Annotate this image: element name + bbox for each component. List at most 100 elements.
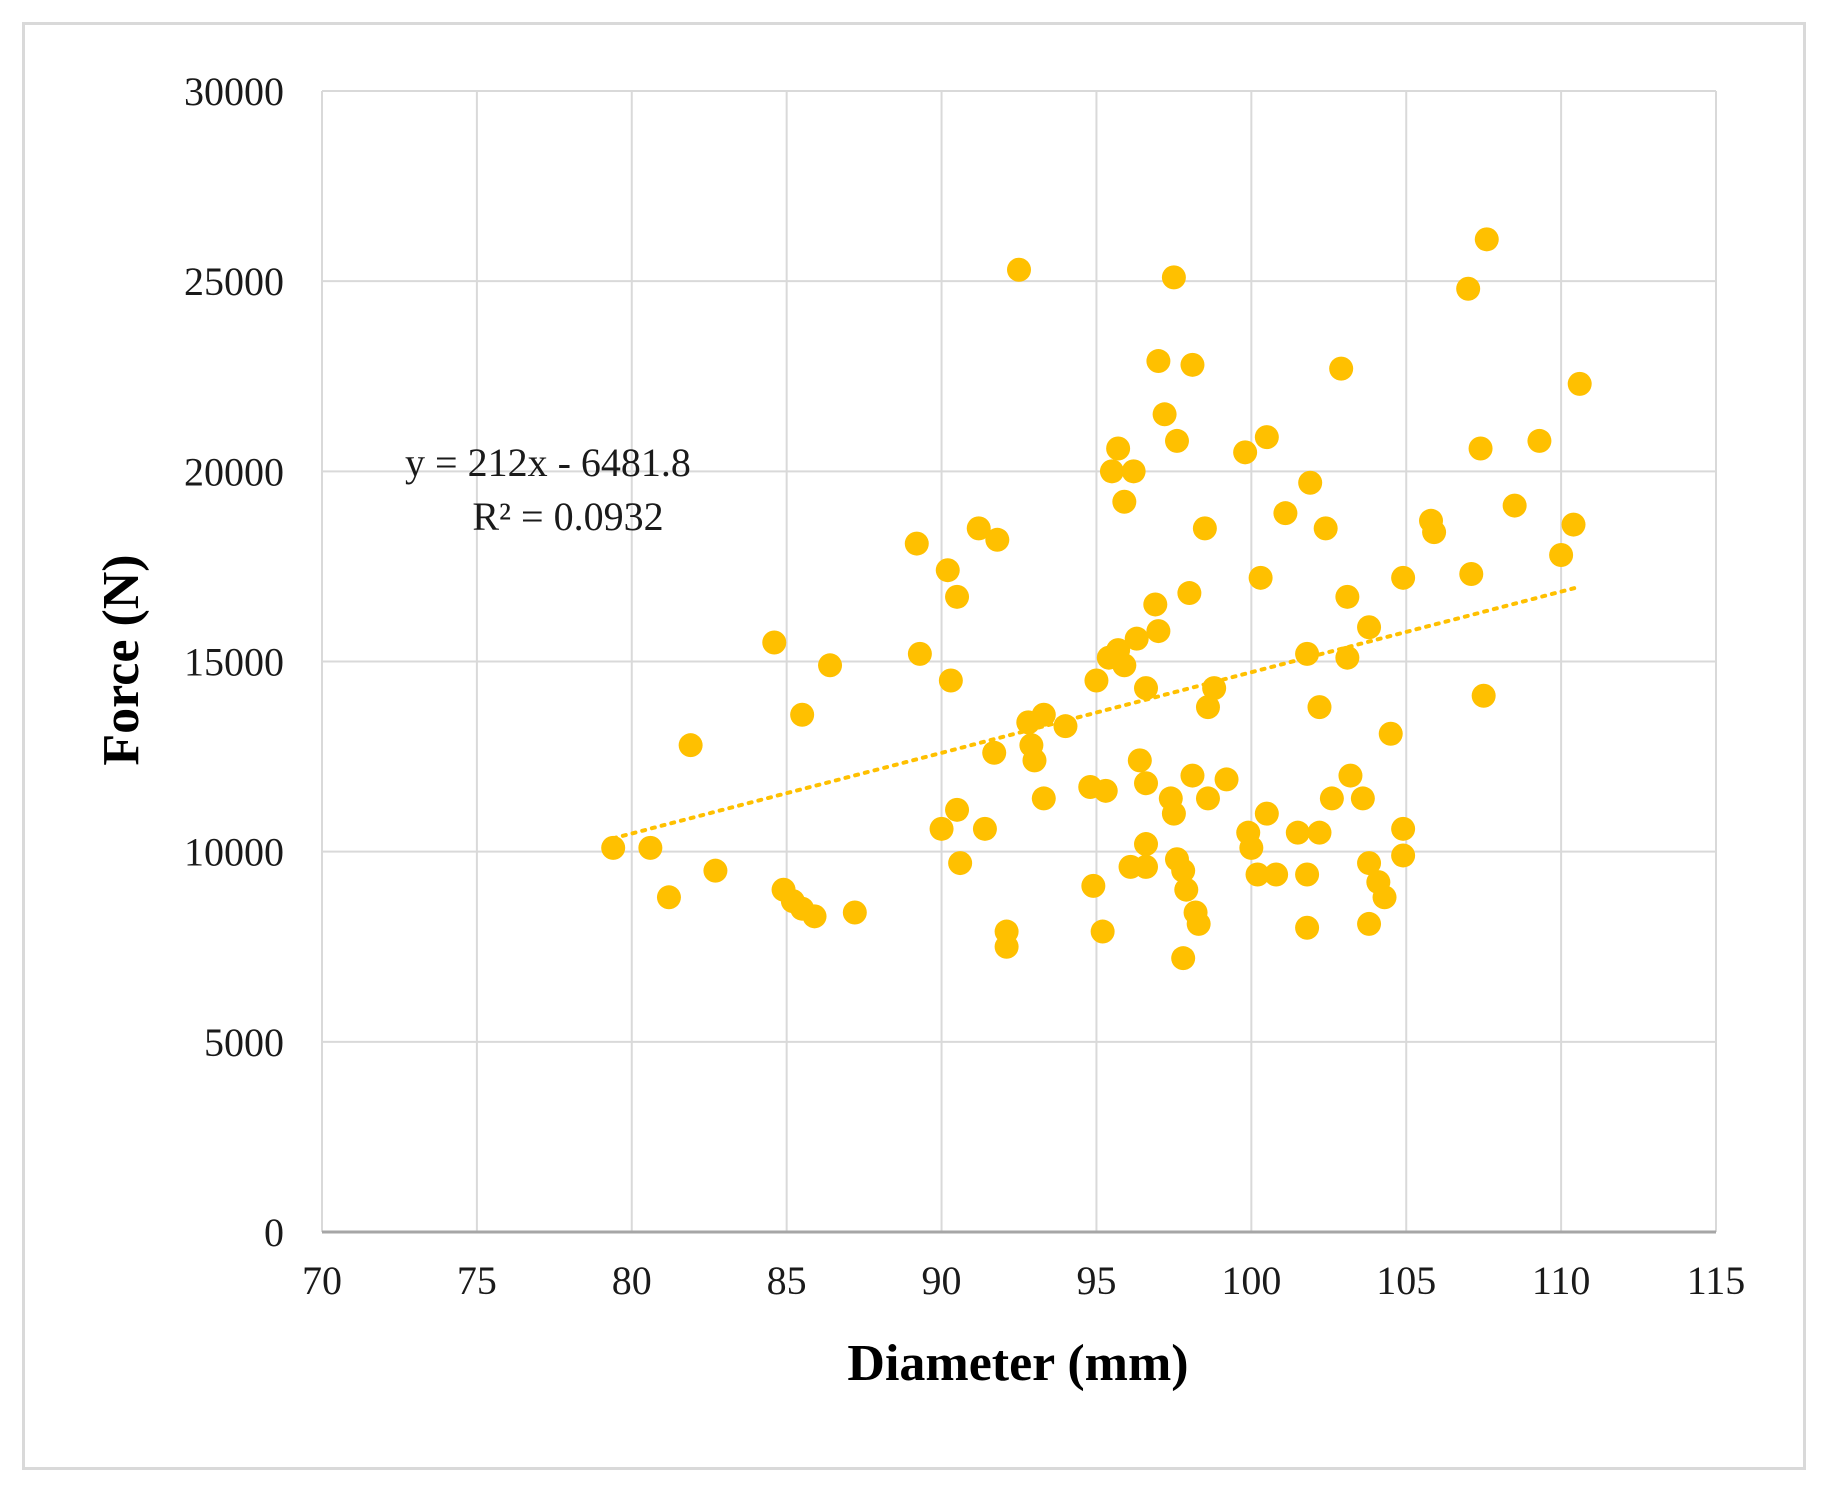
data-point <box>1112 653 1137 678</box>
data-point <box>907 641 932 666</box>
data-point <box>1112 489 1137 514</box>
data-point <box>1174 877 1199 902</box>
data-point <box>1164 428 1189 453</box>
data-point <box>1567 371 1592 396</box>
data-point <box>1180 352 1205 377</box>
data-point <box>1171 946 1196 971</box>
data-point <box>762 630 787 655</box>
data-point <box>938 668 963 693</box>
data-point <box>1127 748 1152 773</box>
x-tick-label: 115 <box>1687 1258 1746 1303</box>
data-point <box>1549 543 1574 568</box>
data-point <box>1527 428 1552 453</box>
data-point <box>1081 873 1106 898</box>
data-point <box>1134 771 1159 796</box>
x-axis-title: Diameter (mm) <box>847 1335 1188 1392</box>
data-point <box>1391 843 1416 868</box>
x-tick-label: 95 <box>1076 1258 1116 1303</box>
data-point <box>1053 714 1078 739</box>
data-point <box>1171 858 1196 883</box>
data-point <box>1186 911 1211 936</box>
data-point <box>1295 862 1320 887</box>
data-point <box>929 816 954 841</box>
data-point <box>1357 911 1382 936</box>
data-point <box>1031 786 1056 811</box>
data-point <box>948 851 973 876</box>
data-point <box>1143 592 1168 617</box>
trendline <box>611 584 1582 841</box>
data-point <box>1378 721 1403 746</box>
data-point <box>1090 919 1115 944</box>
y-tick-labels: 0 5000 10000 15000 20000 25000 30000 <box>184 69 284 1255</box>
data-point <box>1093 778 1118 803</box>
data-point <box>1245 862 1270 887</box>
data-point <box>1134 854 1159 879</box>
gridlines <box>321 90 1717 1232</box>
data-point <box>638 835 663 860</box>
data-point <box>1350 786 1375 811</box>
data-point <box>985 527 1010 552</box>
y-tick-label: 30000 <box>184 69 284 114</box>
data-point <box>1124 626 1149 651</box>
data-point <box>1338 763 1363 788</box>
x-tick-label: 75 <box>457 1258 497 1303</box>
data-point <box>802 904 827 929</box>
x-tick-label: 90 <box>922 1258 962 1303</box>
x-tick-label: 110 <box>1532 1258 1591 1303</box>
x-tick-label: 80 <box>612 1258 652 1303</box>
data-point <box>1335 584 1360 609</box>
data-point <box>1456 276 1481 301</box>
data-point <box>1391 565 1416 590</box>
data-point <box>1214 767 1239 792</box>
data-point <box>678 733 703 758</box>
data-point <box>1307 820 1332 845</box>
data-point <box>1307 695 1332 720</box>
data-point <box>1134 832 1159 857</box>
trendline-path <box>611 584 1582 841</box>
y-tick-label: 15000 <box>184 640 284 685</box>
data-point <box>703 858 728 883</box>
data-point <box>1121 459 1146 484</box>
data-point <box>790 702 815 727</box>
data-point <box>1357 615 1382 640</box>
data-point <box>1285 820 1310 845</box>
data-point <box>1264 862 1289 887</box>
y-tick-label: 10000 <box>184 830 284 875</box>
data-point <box>1459 562 1484 587</box>
data-point <box>656 885 681 910</box>
data-point <box>904 531 929 556</box>
x-tick-labels: 70 75 80 85 90 95 100 105 110 115 <box>302 1258 1745 1303</box>
data-point <box>1313 516 1338 541</box>
data-point <box>1195 695 1220 720</box>
data-point <box>818 653 843 678</box>
data-point <box>935 558 960 583</box>
data-point <box>972 816 997 841</box>
data-point <box>1106 436 1131 461</box>
data-point <box>1161 801 1186 826</box>
x-tick-label: 85 <box>767 1258 807 1303</box>
data-point <box>1161 265 1186 290</box>
data-point <box>1007 257 1031 282</box>
y-axis-title: Force (N) <box>93 554 150 765</box>
data-point <box>1134 676 1159 701</box>
data-point <box>1239 835 1264 860</box>
data-point <box>1248 565 1273 590</box>
data-point <box>1329 356 1354 381</box>
data-point <box>1195 786 1220 811</box>
y-tick-label: 5000 <box>204 1020 284 1065</box>
data-point <box>994 934 1019 959</box>
data-point <box>1084 668 1109 693</box>
data-point <box>1319 786 1344 811</box>
data-point <box>1474 227 1499 252</box>
trendline-equation: y = 212x - 6481.8 <box>405 440 691 485</box>
data-point <box>1502 493 1527 518</box>
y-tick-label: 25000 <box>184 259 284 304</box>
data-point <box>1146 619 1171 644</box>
data-point <box>1192 516 1217 541</box>
data-point <box>1177 581 1202 606</box>
data-points <box>601 227 1592 971</box>
data-point <box>1468 436 1493 461</box>
data-point <box>842 900 867 925</box>
data-point <box>1254 425 1279 450</box>
